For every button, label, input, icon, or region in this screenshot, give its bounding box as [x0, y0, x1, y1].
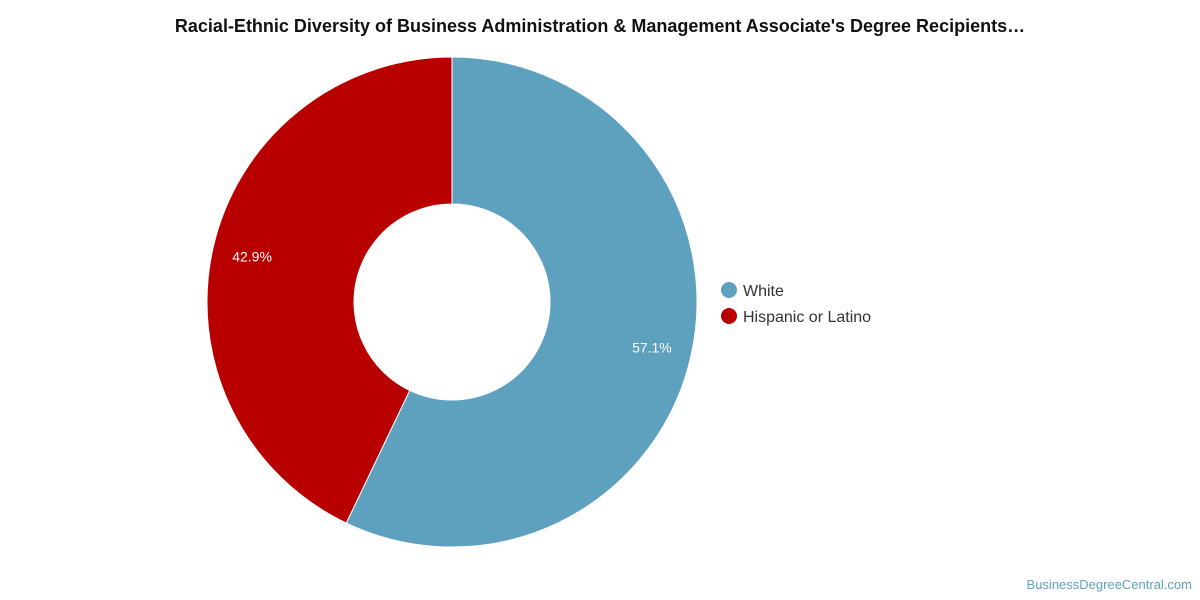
legend-item-hispanic-or-latino[interactable]: Hispanic or Latino	[721, 308, 871, 326]
slice-label-hispanic-or-latino: 42.9%	[232, 249, 272, 265]
slice-labels-group: 57.1% 42.9%	[232, 249, 672, 356]
chart-title: Racial-Ethnic Diversity of Business Admi…	[174, 16, 1026, 36]
legend-swatch-hispanic-or-latino	[721, 308, 737, 324]
legend-label-white: White	[743, 283, 784, 300]
legend: White Hispanic or Latino	[721, 282, 871, 326]
slices-group	[206, 56, 698, 548]
legend-item-white[interactable]: White	[721, 282, 784, 300]
legend-label-hispanic-or-latino: Hispanic or Latino	[743, 309, 871, 326]
slice-hispanic-or-latino[interactable]	[206, 56, 453, 524]
legend-swatch-white	[721, 282, 737, 298]
source-credit[interactable]: BusinessDegreeCentral.com	[1026, 577, 1192, 592]
slice-white[interactable]	[345, 56, 698, 548]
slice-label-white: 57.1%	[632, 339, 672, 355]
